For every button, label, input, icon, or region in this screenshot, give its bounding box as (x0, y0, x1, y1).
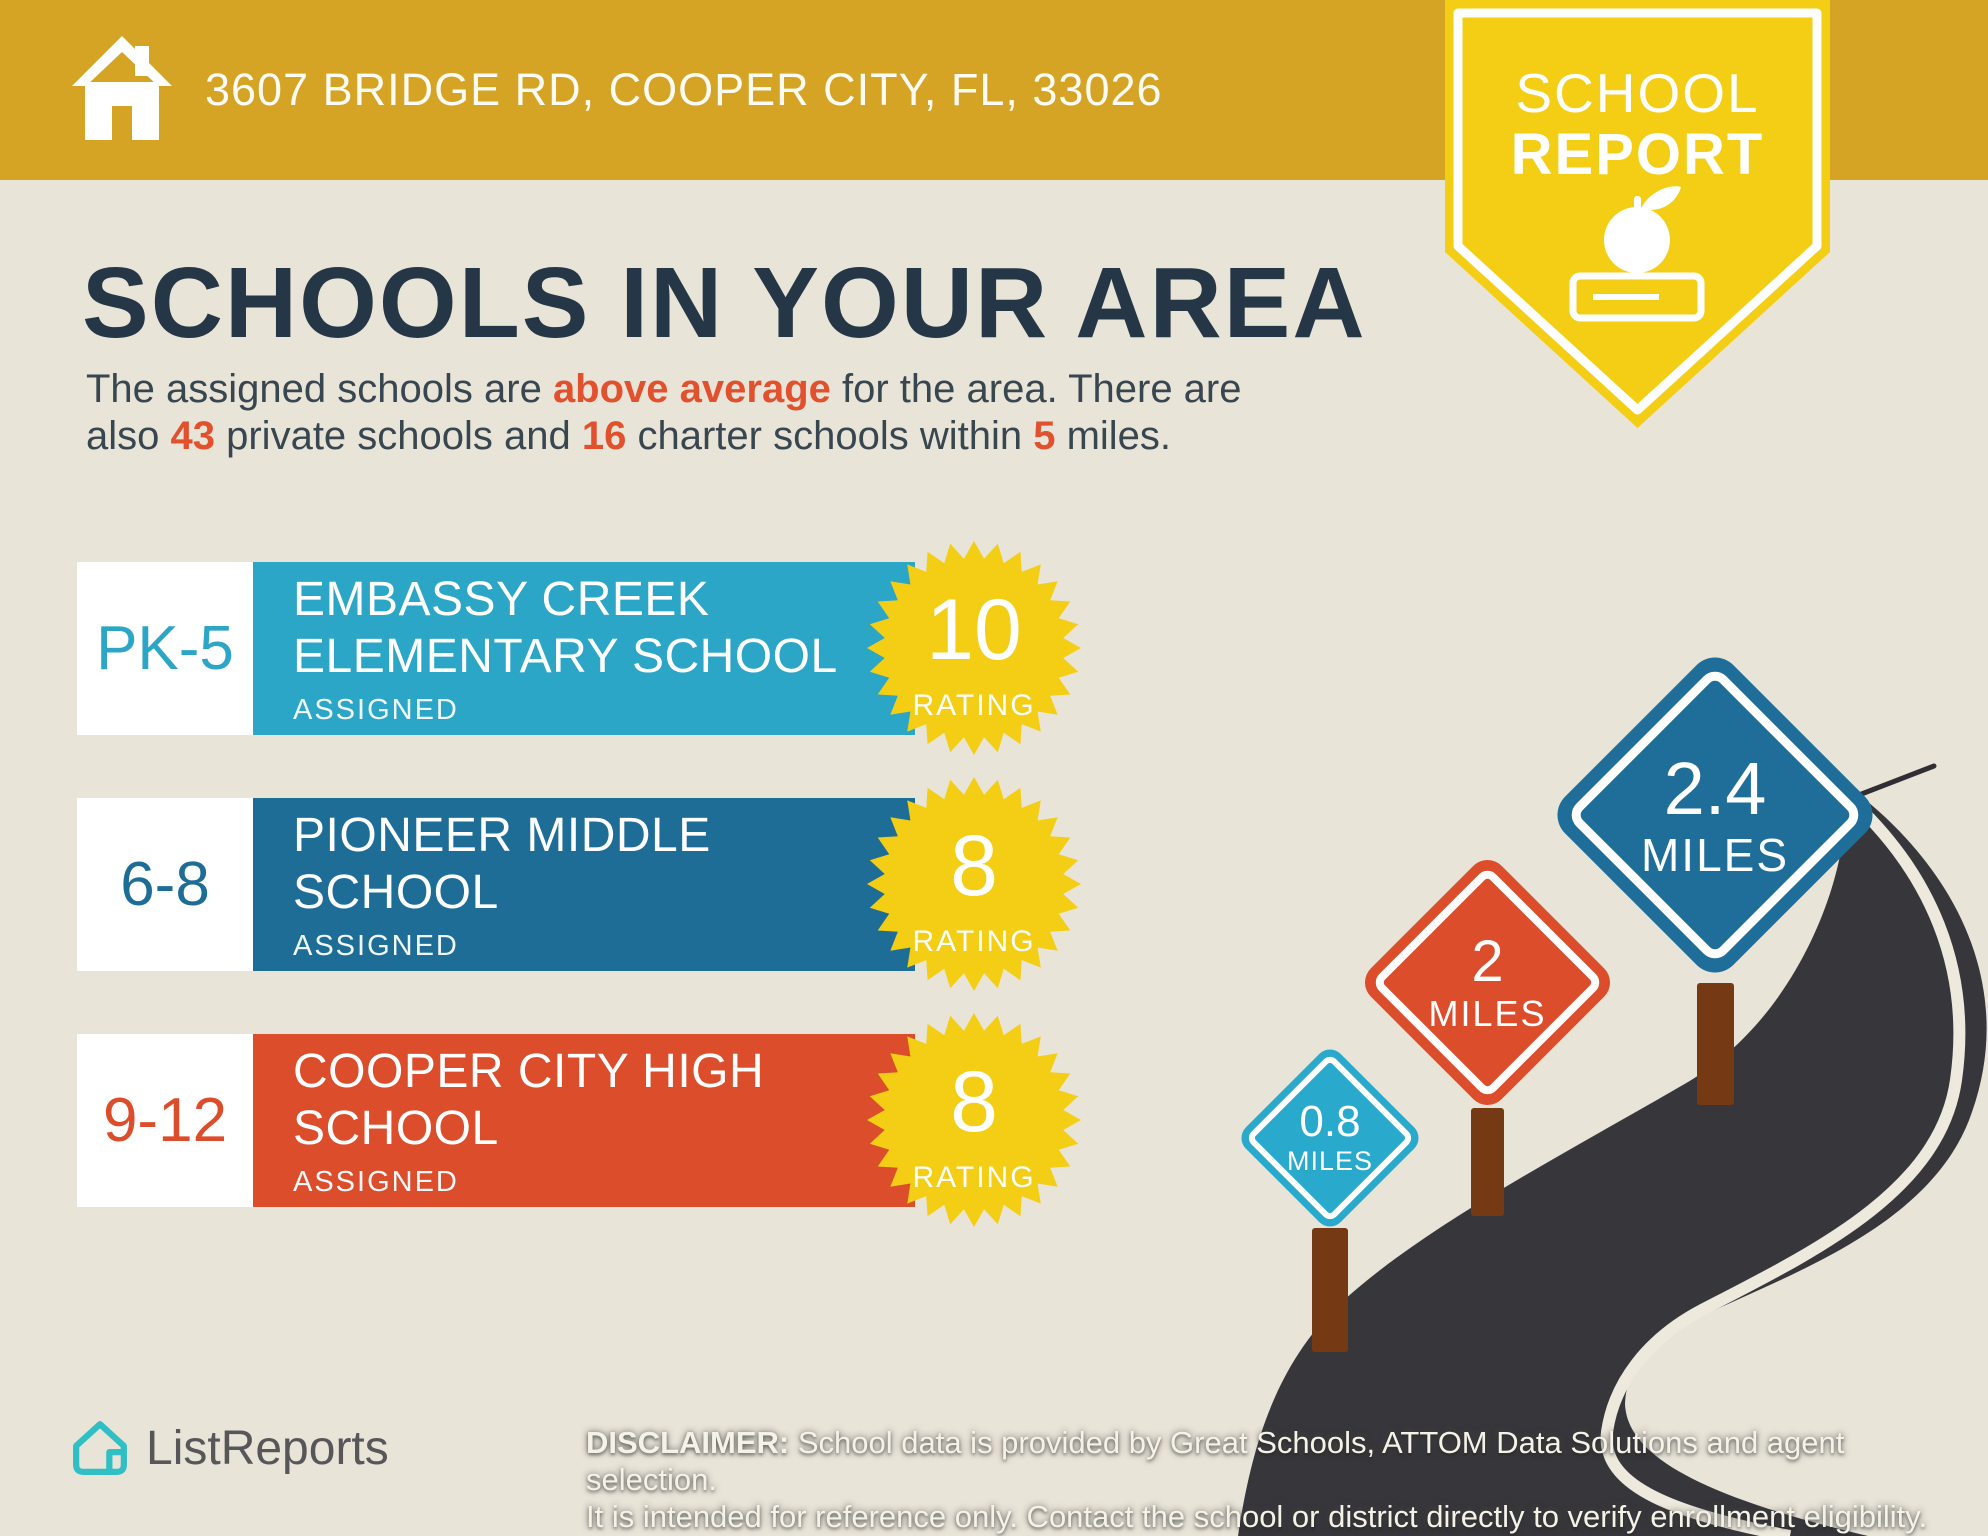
summary-highlight: above average (552, 367, 831, 411)
sign-unit: MILES (1428, 992, 1547, 1034)
badge-title-line1: SCHOOL (1515, 62, 1759, 124)
sign-post (1697, 983, 1734, 1105)
school-row-high: 9-12 COOPER CITY HIGH SCHOOL ASSIGNED 8 … (77, 1013, 1137, 1227)
distance-sign-0-8-miles: 0.8 MILES (1235, 1043, 1425, 1233)
summary-highlight: 5 (1033, 414, 1056, 458)
starburst-icon (867, 1013, 1081, 1227)
school-bar: COOPER CITY HIGH SCHOOL ASSIGNED (253, 1034, 915, 1207)
rating-value: 8 (950, 1054, 998, 1150)
sign-unit: MILES (1286, 1146, 1374, 1176)
school-name: COOPER CITY HIGH SCHOOL (293, 1043, 915, 1157)
school-bar: PIONEER MIDDLE SCHOOL ASSIGNED (253, 798, 915, 971)
summary-text-segment: private schools and (215, 414, 582, 458)
disclaimer-label: DISCLAIMER: (586, 1425, 790, 1460)
school-name-line1: EMBASSY CREEK (293, 572, 710, 626)
summary-text-segment: miles. (1055, 414, 1172, 458)
distance-sign-2-4-miles: 2.4 MILES (1546, 646, 1884, 984)
school-row-elementary: PK-5 EMBASSY CREEK ELEMENTARY SCHOOL ASS… (77, 541, 1137, 755)
assigned-tag: ASSIGNED (293, 1165, 459, 1198)
home-icon (72, 36, 172, 140)
summary-text: The assigned schools are above average f… (86, 366, 1242, 460)
sign-distance: 0.8 (1299, 1097, 1361, 1146)
disclaimer-text-segment: School data is provided by Great Schools… (586, 1425, 1845, 1497)
rating-label: RATING (912, 1161, 1036, 1194)
sign-distance: 2 (1471, 928, 1504, 994)
grade-range: PK-5 (77, 562, 253, 735)
school-name: PIONEER MIDDLE SCHOOL (293, 807, 915, 921)
summary-text-segment: also (86, 414, 171, 458)
rating-badge: 8 RATING (867, 777, 1081, 991)
listreports-icon (73, 1421, 127, 1475)
badge-title-line2: REPORT (1511, 122, 1765, 187)
disclaimer-text: DISCLAIMER: School data is provided by G… (586, 1424, 1981, 1535)
school-name-line2: SCHOOL (293, 1101, 499, 1155)
sign-distance: 2.4 (1663, 747, 1767, 830)
summary-highlight: 16 (581, 414, 627, 458)
summary-text-segment: charter schools within (626, 414, 1034, 458)
assigned-tag: ASSIGNED (293, 929, 459, 962)
rating-badge: 8 RATING (867, 1013, 1081, 1227)
school-row-middle: 6-8 PIONEER MIDDLE SCHOOL ASSIGNED 8 RAT… (77, 777, 1137, 991)
road-surface (1238, 786, 1987, 1536)
starburst-icon (867, 777, 1081, 991)
school-name-line1: COOPER CITY HIGH (293, 1044, 765, 1098)
rating-badge: 10 RATING (867, 541, 1081, 755)
school-bar: EMBASSY CREEK ELEMENTARY SCHOOL ASSIGNED (253, 562, 915, 735)
summary-line2: also 43 private schools and 16 charter s… (86, 413, 1242, 460)
listreports-wordmark: ListReports (146, 1421, 389, 1475)
listreports-logo: ListReports (72, 1420, 389, 1476)
summary-line1: The assigned schools are above average f… (86, 366, 1242, 413)
property-address: 3607 BRIDGE RD, COOPER CITY, FL, 33026 (205, 64, 1163, 115)
rating-label: RATING (912, 689, 1036, 722)
school-report-badge: SCHOOL REPORT (1445, 0, 1830, 428)
school-name: EMBASSY CREEK ELEMENTARY SCHOOL (293, 571, 915, 685)
distance-sign-2-miles: 2 MILES (1356, 851, 1619, 1114)
page-title: SCHOOLS IN YOUR AREA (82, 247, 1367, 359)
summary-highlight: 43 (170, 414, 216, 458)
sign-post (1312, 1228, 1348, 1352)
school-name-line2: SCHOOL (293, 865, 499, 919)
summary-text-segment: The assigned schools are (86, 367, 553, 411)
school-name-line2: ELEMENTARY SCHOOL (293, 629, 838, 683)
sign-post (1471, 1108, 1504, 1216)
summary-text-segment: for the area. There are (830, 367, 1242, 411)
apple-on-book-icon (1569, 186, 1705, 322)
grade-range: 9-12 (77, 1034, 253, 1207)
assigned-tag: ASSIGNED (293, 693, 459, 726)
starburst-icon (867, 541, 1081, 755)
school-name-line1: PIONEER MIDDLE (293, 808, 711, 862)
rating-value: 8 (950, 818, 998, 914)
grade-range: 6-8 (77, 798, 253, 971)
road-center-line (1600, 793, 1966, 1536)
sign-unit: MILES (1640, 829, 1790, 881)
rating-value: 10 (926, 582, 1022, 678)
badge-inner-border (1453, 8, 1822, 415)
disclaimer-line1: DISCLAIMER: School data is provided by G… (586, 1424, 1981, 1498)
rating-label: RATING (912, 925, 1036, 958)
disclaimer-line2: It is intended for reference only. Conta… (586, 1499, 1928, 1534)
